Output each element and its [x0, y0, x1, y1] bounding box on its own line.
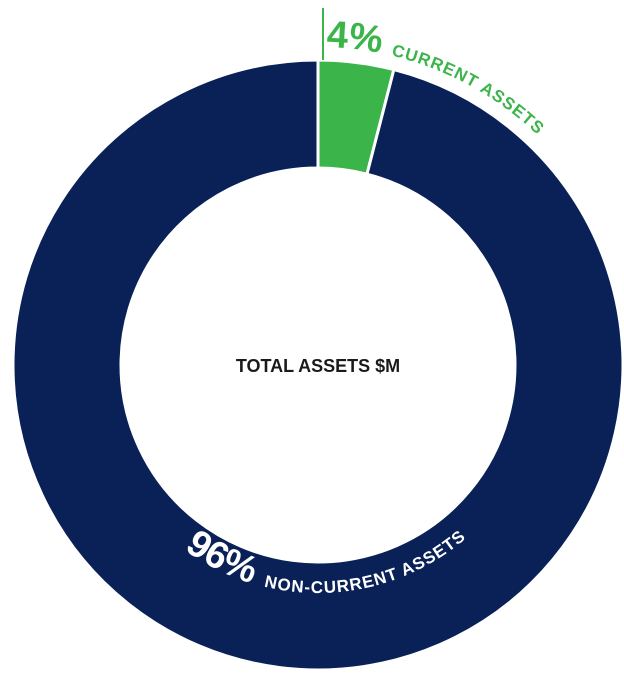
value-label: 4% [326, 14, 386, 62]
segments [11, 58, 624, 672]
chart-title: TOTAL ASSETS $M [236, 356, 400, 376]
segment [11, 58, 624, 672]
